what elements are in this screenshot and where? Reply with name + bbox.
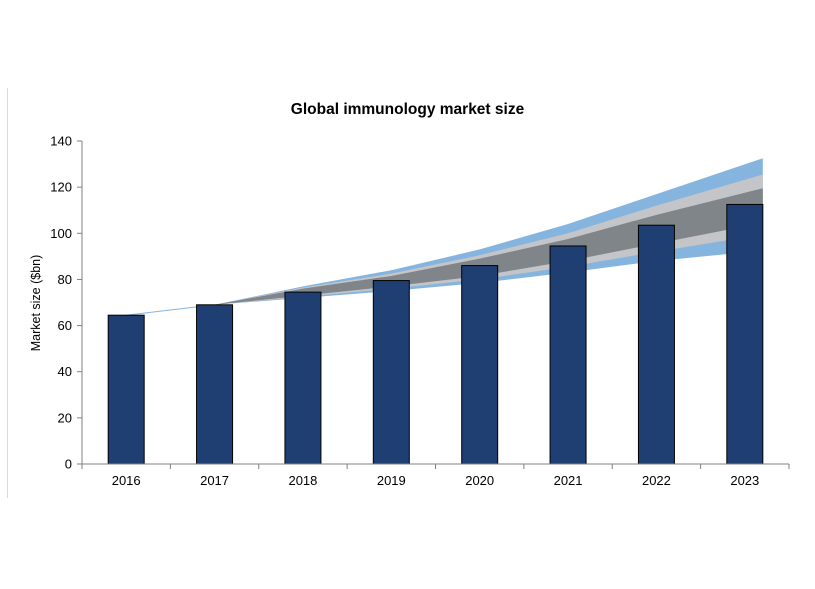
y-axis-title: Market size ($bn) — [29, 255, 43, 352]
axes: 0 20 40 60 80 100 120 140 2016 2017 2018 2019 2020 20… — [50, 134, 790, 488]
bar-2022 — [637, 224, 675, 465]
x-tick-label: 2020 — [465, 473, 494, 488]
x-tick-label: 2023 — [730, 473, 759, 488]
bar-2016 — [107, 314, 145, 465]
bar-2017 — [196, 304, 234, 465]
x-tick-label: 2018 — [288, 473, 317, 488]
bar-2021 — [549, 245, 587, 465]
bar-2018 — [284, 291, 322, 465]
y-tick-label: 0 — [65, 457, 72, 472]
y-tick-label: 20 — [58, 410, 72, 425]
x-tick-label: 2016 — [112, 473, 141, 488]
bar-series — [107, 203, 764, 465]
x-tick-label: 2017 — [200, 473, 229, 488]
y-tick-label: 60 — [58, 318, 72, 333]
y-tick-label: 140 — [50, 134, 72, 149]
y-tick-label: 100 — [50, 226, 72, 241]
y-tick-label: 40 — [58, 364, 72, 379]
left-border-rule — [7, 88, 8, 498]
bar-2020 — [461, 265, 499, 465]
chart-title: Global immunology market size — [290, 101, 525, 118]
bar-2023 — [726, 203, 764, 465]
x-tick-label: 2019 — [377, 473, 406, 488]
y-tick-label: 120 — [50, 180, 72, 195]
x-tick-label: 2022 — [642, 473, 671, 488]
x-tick-label: 2021 — [554, 473, 583, 488]
bar-2019 — [372, 280, 410, 465]
y-tick-label: 80 — [58, 272, 72, 287]
